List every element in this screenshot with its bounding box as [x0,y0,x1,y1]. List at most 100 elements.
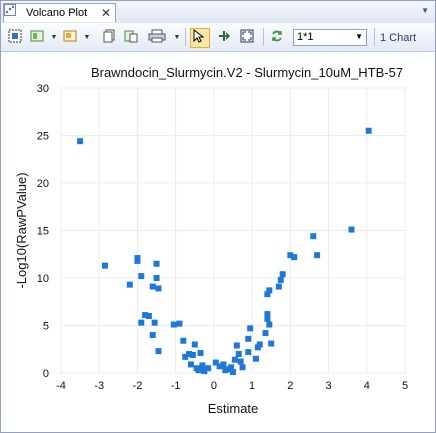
y-tick-label: 5 [43,321,49,333]
data-point [180,337,187,344]
pan-icon [219,31,231,41]
data-point [275,283,282,290]
select-all-button[interactable] [7,28,27,48]
copy-icon [103,29,115,43]
paste-icon [124,30,138,43]
data-point [245,349,252,356]
data-point [365,127,372,134]
toolbar-separator [185,28,186,46]
data-point [266,287,273,294]
data-point [230,369,236,376]
data-point [145,313,152,319]
data-point [254,344,261,351]
data-point [264,291,271,298]
data-point [126,281,133,288]
data-point [247,325,254,332]
data-point [101,262,108,269]
cursor-icon [193,29,205,43]
zoom-select[interactable]: 1*1 ▼ [293,29,367,46]
grid-lines [60,87,406,374]
data-point [138,319,145,326]
layout-dropdown-icon[interactable]: ▼ [50,33,58,41]
data-point [231,356,238,363]
color-dropdown-icon[interactable]: ▼ [83,33,91,41]
paste-button[interactable] [123,28,143,48]
data-point [287,252,294,259]
data-point [212,359,219,366]
data-point [277,276,284,283]
data-point [245,335,252,342]
data-point [77,138,84,145]
toolbar: ▼ ▼ ▼ [1,23,435,52]
data-point [193,365,200,372]
x-tick-label: 5 [402,380,408,392]
data-point [191,341,198,348]
data-point [235,351,242,357]
data-point [182,353,189,360]
copy-button[interactable] [101,28,121,48]
data-point [237,358,244,365]
data-point [291,254,298,261]
volcano-chart[interactable]: Brawndocin_Slurmycin.V2 - Slurmycin_10uM… [1,52,435,432]
tab-bar: Volcano Plot ✕ ▼ [1,1,435,24]
chart-count-button[interactable]: 1 Chart [380,32,417,44]
y-tick-label: 10 [37,273,49,285]
toolbar-separator [263,28,264,46]
pointer-tool-button[interactable] [190,28,210,48]
data-point [262,330,269,337]
scatter-chart-icon [4,4,22,19]
data-point [155,285,162,292]
y-tick-label: 30 [37,83,49,95]
printer-icon [148,29,166,43]
y-tick-label: 15 [37,226,49,238]
y-tick-label: 0 [43,368,49,380]
data-point [239,364,246,371]
data-point [186,351,193,357]
refresh-button[interactable] [269,28,289,48]
data-point [151,319,158,326]
data-point [264,311,271,318]
data-point [170,321,177,328]
data-point [187,361,194,368]
x-axis-title: Estimate [208,401,259,416]
chart-title: Brawndocin_Slurmycin.V2 - Slurmycin_10uM… [91,65,403,80]
pan-tool-button[interactable] [216,28,236,48]
data-point [134,257,141,264]
data-point [153,260,160,267]
data-point [264,315,271,322]
chevron-down-icon[interactable]: ▼ [355,32,363,41]
x-tick-label: -3 [94,380,104,392]
plot-area[interactable]: Brawndocin_Slurmycin.V2 - Slurmycin_10uM… [1,52,435,432]
x-tick-label: 2 [287,380,293,392]
print-button[interactable] [147,28,171,48]
data-point [205,365,212,372]
data-point [279,271,286,278]
layout-button[interactable] [29,28,49,48]
x-tick-label: -1 [171,380,181,392]
x-tick-label: 1 [249,380,255,392]
data-point [153,275,160,281]
layout-icon [30,30,44,42]
grid-select-icon [8,29,22,43]
y-tick-label: 25 [37,131,49,143]
close-icon[interactable]: ✕ [100,6,111,20]
data-point [138,273,145,280]
y-tick-label: 20 [37,178,49,190]
data-point [142,312,149,319]
palette-icon [63,30,77,42]
color-button[interactable] [62,28,82,48]
zoom-fit-button[interactable] [239,28,259,48]
zoom-value: 1*1 [297,31,314,43]
tab-volcano-plot[interactable]: Volcano Plot ✕ [3,3,116,22]
data-point [176,320,183,327]
data-point [197,350,204,357]
print-dropdown-icon[interactable]: ▼ [173,33,181,41]
tab-menu-icon[interactable]: ▼ [421,6,429,15]
data-point [149,283,156,290]
data-point [199,362,206,369]
data-point [201,368,208,375]
data-point [268,340,275,347]
data-point [314,252,321,259]
refresh-icon [272,30,282,42]
x-tick-label: 3 [325,380,331,392]
